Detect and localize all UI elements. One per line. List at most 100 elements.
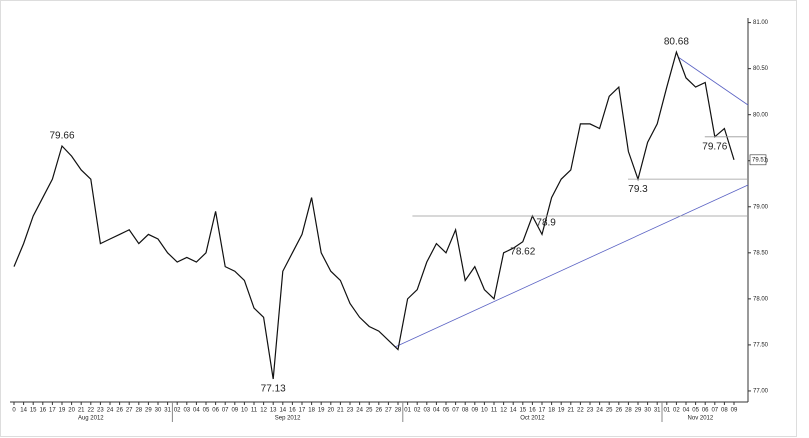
annotation: 78.62	[510, 246, 535, 257]
last-price-box	[749, 154, 767, 166]
x-tick-label: 09	[471, 408, 478, 414]
x-tick-label: 30	[155, 408, 162, 414]
x-tick-label: 31	[164, 408, 171, 414]
x-tick-label: 26	[615, 408, 622, 414]
x-tick-label: 24	[596, 408, 603, 414]
x-tick-label: 11	[491, 408, 498, 414]
x-tick-label: 14	[510, 408, 517, 414]
x-tick-label: 08	[462, 408, 469, 414]
x-tick-label: 04	[683, 408, 690, 414]
last-price-label: 79.51	[752, 157, 768, 163]
annotation: 79.66	[49, 131, 74, 142]
x-tick-label: 23	[587, 408, 594, 414]
x-tick-label: 28	[135, 408, 142, 414]
x-tick-label: 27	[385, 408, 392, 414]
x-tick-label: 16	[289, 408, 296, 414]
x-tick-label: 02	[673, 408, 680, 414]
y-tick-label: 79.00	[753, 204, 769, 210]
x-tick-label: 11	[251, 408, 258, 414]
x-tick-label: 12	[260, 408, 267, 414]
x-tick-label: 26	[375, 408, 382, 414]
x-tick-label: 03	[183, 408, 190, 414]
x-tick-label: 10	[481, 408, 488, 414]
x-tick-label: 04	[193, 408, 200, 414]
x-tick-label: 0	[12, 408, 16, 414]
x-tick-label: 30	[644, 408, 651, 414]
x-tick-label: 12	[500, 408, 507, 414]
x-tick-label: 05	[443, 408, 450, 414]
x-tick-label: 08	[721, 408, 728, 414]
y-tick-label: 80.50	[753, 66, 769, 72]
month-label: Sep 2012	[275, 416, 301, 422]
y-tick-label: 78.50	[753, 250, 769, 256]
x-tick-label: 10	[241, 408, 248, 414]
x-tick-label: 15	[519, 408, 526, 414]
x-tick-label: 02	[414, 408, 421, 414]
x-tick-label: 20	[68, 408, 75, 414]
month-label: Oct 2012	[520, 416, 545, 422]
annotation: 79.3	[628, 184, 648, 195]
x-tick-label: 22	[87, 408, 94, 414]
y-tick-label: 77.00	[753, 389, 769, 395]
x-tick-label: 06	[212, 408, 219, 414]
x-tick-label: 18	[308, 408, 315, 414]
x-tick-label: 25	[366, 408, 373, 414]
x-tick-label: 17	[299, 408, 306, 414]
x-tick-label: 01	[404, 408, 411, 414]
support-trendline	[394, 184, 749, 348]
x-tick-label: 24	[356, 408, 363, 414]
x-tick-label: 19	[318, 408, 325, 414]
x-tick-label: 07	[222, 408, 229, 414]
y-tick-label: 80.00	[753, 112, 769, 118]
x-tick-label: 22	[577, 408, 584, 414]
x-tick-label: 18	[548, 408, 555, 414]
x-tick-label: 13	[270, 408, 277, 414]
x-tick-label: 17	[539, 408, 546, 414]
x-tick-label: 06	[702, 408, 709, 414]
x-tick-label: 04	[433, 408, 440, 414]
x-tick-label: 23	[97, 408, 104, 414]
month-label: Aug 2012	[78, 416, 104, 422]
x-tick-label: 17	[49, 408, 56, 414]
x-tick-label: 31	[654, 408, 661, 414]
x-tick-label: 01	[663, 408, 670, 414]
x-tick-label: 02	[174, 408, 181, 414]
x-tick-label: 14	[20, 408, 27, 414]
annotation: 78.9	[536, 218, 556, 229]
x-tick-label: 29	[635, 408, 642, 414]
month-label: Nov 2012	[688, 416, 714, 422]
x-tick-label: 16	[39, 408, 46, 414]
x-tick-label: 09	[231, 408, 238, 414]
x-tick-label: 05	[692, 408, 699, 414]
x-tick-label: 24	[107, 408, 114, 414]
x-tick-label: 28	[625, 408, 632, 414]
annotation: 77.13	[261, 384, 286, 395]
y-tick-label: 77.50	[753, 342, 769, 348]
price-line	[13, 50, 735, 380]
x-tick-label: 03	[423, 408, 430, 414]
x-tick-label: 27	[126, 408, 133, 414]
annotation: 80.68	[664, 37, 689, 48]
x-tick-label: 21	[567, 408, 574, 414]
x-tick-label: 21	[78, 408, 85, 414]
y-tick-label: 81.00	[753, 20, 769, 26]
annotation: 79.76	[702, 141, 727, 152]
x-tick-label: 09	[731, 408, 738, 414]
x-tick-label: 20	[327, 408, 334, 414]
x-tick-label: 15	[30, 408, 37, 414]
x-tick-label: 16	[529, 408, 536, 414]
x-tick-label: 28	[395, 408, 402, 414]
x-tick-label: 14	[279, 408, 286, 414]
resistance-trendline	[677, 56, 749, 106]
x-tick-label: 07	[452, 408, 459, 414]
x-tick-label: 29	[145, 408, 152, 414]
x-tick-label: 26	[116, 408, 123, 414]
y-tick-label: 78.00	[753, 296, 769, 302]
x-tick-label: 21	[337, 408, 344, 414]
x-tick-label: 25	[606, 408, 613, 414]
x-tick-label: 23	[347, 408, 354, 414]
x-tick-label: 07	[711, 408, 718, 414]
x-tick-label: 19	[558, 408, 565, 414]
